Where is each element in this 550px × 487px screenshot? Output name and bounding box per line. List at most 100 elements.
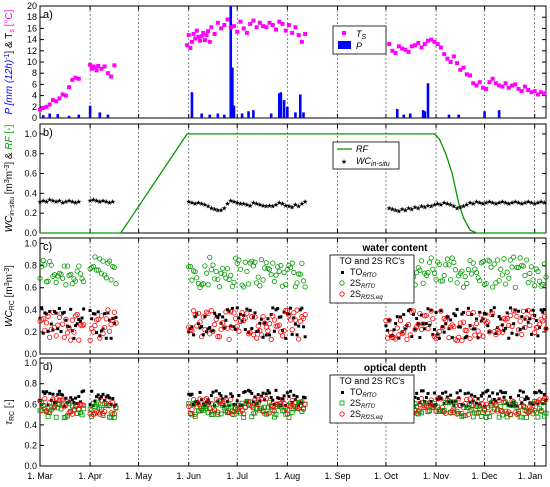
rc-point: [295, 333, 299, 337]
rc-point: [297, 271, 303, 277]
precip-bar: [88, 105, 92, 118]
y-tick-label: 0.2: [24, 208, 37, 218]
rc-point: [209, 329, 213, 333]
rc-point: [247, 330, 251, 334]
rc-point: [232, 402, 236, 406]
ts-point: [257, 20, 262, 25]
rc-point: [248, 308, 252, 312]
annotation-title: optical depth: [364, 363, 426, 374]
rc-point: [98, 271, 105, 277]
rc-point: [442, 330, 446, 334]
rc-point: [487, 414, 492, 419]
legend-label-ts: TS: [356, 29, 367, 41]
wc-insitu-point: ★: [418, 203, 424, 211]
rc-point: [455, 307, 459, 311]
rc-point: [494, 257, 501, 263]
rc-point: [102, 324, 108, 331]
rc-point: [209, 394, 213, 398]
rc-point: [300, 406, 307, 412]
rc-point: [255, 330, 259, 334]
rc-point: [519, 331, 525, 338]
rc-point: [197, 319, 203, 325]
precip-bar: [408, 113, 412, 118]
ts-point: [409, 44, 414, 49]
rc-point: [467, 257, 473, 264]
rc-point: [473, 269, 480, 276]
rc-point: [189, 407, 195, 413]
ts-point: [185, 43, 190, 48]
wc-insitu-point: ★: [447, 201, 453, 209]
rc-point: [484, 390, 488, 394]
ts-point: [63, 93, 68, 98]
y-tick-label: 1.0: [24, 239, 37, 249]
rc-point: [55, 322, 61, 328]
rc-point: [539, 308, 543, 312]
rc-point: [109, 336, 113, 340]
rc-point: [264, 333, 268, 337]
rc-point: [515, 404, 519, 408]
ts-point: [225, 17, 230, 22]
rc-point: [485, 319, 491, 325]
rc-point: [530, 277, 536, 283]
rc-point: [254, 280, 260, 286]
rc-point: [517, 255, 523, 261]
wc-insitu-point: ★: [441, 199, 447, 207]
legend-label-p: P: [356, 41, 362, 51]
wc-insitu-point: ★: [247, 202, 253, 210]
rc-point: [255, 274, 261, 280]
rc-point: [436, 261, 442, 268]
label-unit: [m: [4, 183, 15, 197]
rc-point: [195, 399, 199, 403]
ts-point: [490, 76, 495, 81]
wc-insitu-point: ★: [76, 198, 82, 206]
ts-point: [419, 45, 424, 50]
wc-insitu-point: ★: [234, 199, 240, 207]
rc-point: [282, 394, 286, 398]
ts-point: [228, 25, 233, 30]
rc-point: [283, 307, 289, 314]
ts-point: [89, 66, 94, 71]
ts-point: [461, 65, 466, 70]
rc-point: [444, 322, 448, 326]
rc-point: [198, 390, 202, 394]
precip-bar: [190, 92, 194, 118]
rc-point: [416, 322, 420, 326]
rc-point: [231, 412, 237, 418]
rc-point: [218, 270, 224, 276]
ts-point: [67, 85, 72, 90]
ts-point: [286, 23, 291, 28]
rc-point: [104, 395, 108, 399]
legend-wc-sub: in-situ: [371, 161, 390, 168]
ts-point: [493, 81, 498, 86]
legend-sub: Rf2S,eq: [361, 295, 383, 301]
rc-point: [499, 317, 503, 321]
y-tick-label: 0: [32, 113, 37, 123]
legend-box: [332, 25, 387, 55]
rc-point: [189, 327, 195, 334]
rc-point: [509, 323, 515, 329]
rc-point: [200, 324, 204, 328]
y-tick-label: 0.8: [24, 149, 37, 159]
rc-point: [64, 263, 71, 269]
rc-point: [538, 408, 544, 415]
y-axis-label: P [mm (12h)-1] & Ts [°C]: [4, 9, 16, 114]
ts-point: [442, 52, 447, 57]
wc-insitu-point: ★: [266, 202, 272, 210]
rc-point: [93, 312, 97, 316]
ts-point: [422, 42, 427, 47]
rc-point: [266, 317, 270, 321]
rc-point: [303, 335, 307, 339]
rc-point: [93, 267, 100, 273]
rc-point: [507, 312, 514, 319]
rc-point: [72, 313, 79, 319]
ts-point: [73, 75, 78, 80]
rc-point: [110, 399, 116, 406]
rc-point: [211, 329, 215, 333]
rc-point: [250, 327, 254, 331]
rc-point: [465, 334, 469, 338]
rc-point: [488, 264, 494, 270]
precip-bar: [77, 114, 81, 118]
rc-point: [387, 318, 391, 322]
rc-point: [450, 400, 454, 404]
rc-point: [106, 394, 110, 398]
